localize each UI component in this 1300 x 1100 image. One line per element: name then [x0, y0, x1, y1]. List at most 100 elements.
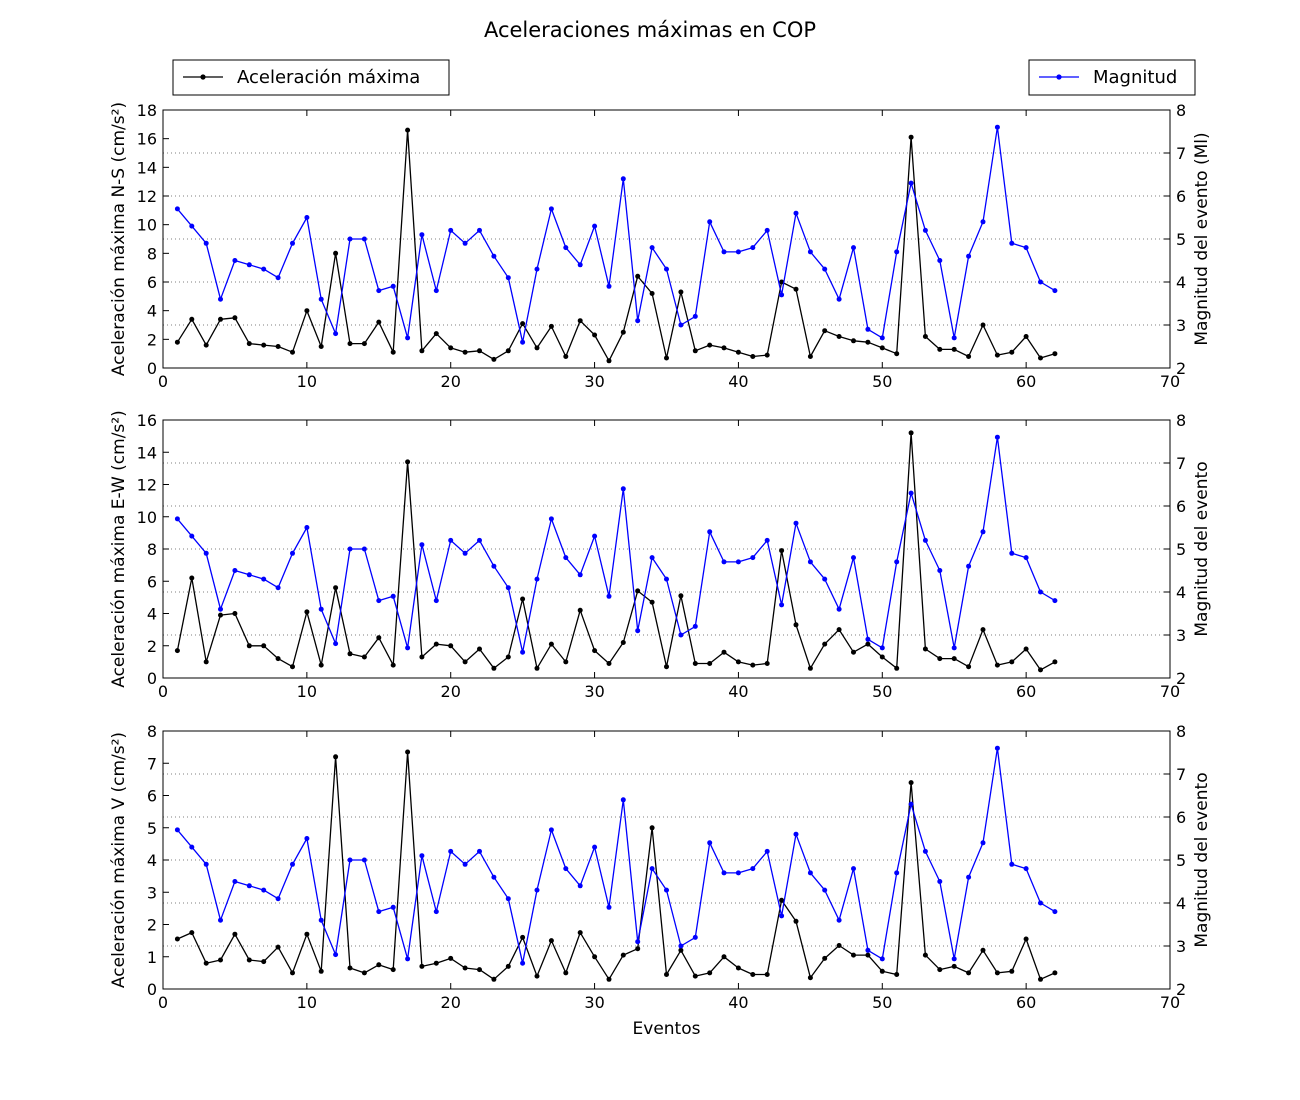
legend-left: Aceleración máxima — [172, 59, 450, 96]
point-magnitud-ns-41 — [750, 245, 756, 251]
y-tick-label-ns-2: 4 — [147, 302, 157, 321]
point-magnitud-ew-41 — [750, 555, 756, 561]
point-aceleracion-ns-7 — [261, 342, 267, 348]
point-aceleracion-ns-60 — [1023, 334, 1029, 339]
point-aceleracion-ew-30 — [592, 648, 598, 654]
point-aceleracion-ns-24 — [505, 348, 511, 354]
x-tick-label-ns-5: 50 — [872, 372, 892, 391]
point-aceleracion-v-59 — [1009, 968, 1015, 974]
point-aceleracion-ew-58 — [994, 662, 1000, 668]
point-magnitud-v-3 — [203, 861, 209, 867]
point-magnitud-ew-50 — [879, 645, 885, 651]
point-aceleracion-ew-22 — [477, 646, 482, 652]
point-aceleracion-ew-40 — [735, 659, 741, 665]
point-magnitud-ns-49 — [865, 326, 871, 332]
point-magnitud-ew-31 — [606, 593, 612, 599]
point-aceleracion-ns-57 — [980, 322, 986, 328]
point-magnitud-ns-36 — [678, 322, 684, 328]
point-magnitud-v-11 — [318, 917, 324, 923]
point-aceleracion-v-16 — [390, 967, 396, 973]
y2-tick-label-ns-0: 2 — [1176, 359, 1186, 378]
x-tick-label-v-2: 20 — [441, 993, 461, 1012]
point-magnitud-ns-28 — [563, 245, 569, 251]
point-magnitud-v-19 — [433, 909, 439, 915]
point-aceleracion-v-24 — [505, 963, 511, 969]
point-aceleracion-ns-11 — [318, 344, 324, 349]
point-magnitud-ew-46 — [822, 576, 828, 582]
point-aceleracion-v-7 — [261, 959, 267, 965]
y-tick-label-v-5: 5 — [147, 819, 157, 838]
point-aceleracion-ew-62 — [1052, 659, 1058, 665]
point-aceleracion-ns-5 — [232, 315, 238, 321]
x-tick-label-ns-1: 10 — [297, 372, 317, 391]
point-magnitud-ew-37 — [692, 623, 698, 629]
point-aceleracion-ns-28 — [563, 354, 569, 359]
point-aceleracion-v-31 — [606, 976, 612, 982]
point-magnitud-ew-44 — [793, 520, 799, 526]
point-magnitud-ew-3 — [203, 550, 209, 556]
x-tick-label-v-4: 40 — [728, 993, 748, 1012]
panel-ns: 0 2 4 6 8 10 12 14 16 18 2 3 4 5 6 7 8 0 10 20 30 40 50 60 70 Ace… — [109, 101, 1212, 391]
point-magnitud-ns-13 — [347, 236, 353, 242]
point-aceleracion-v-32 — [620, 952, 626, 958]
point-aceleracion-v-58 — [994, 970, 1000, 976]
point-aceleracion-ew-15 — [376, 635, 382, 641]
point-magnitud-ns-1 — [174, 206, 180, 212]
point-magnitud-v-29 — [577, 883, 583, 889]
y-tick-label-ns-5: 10 — [137, 216, 157, 235]
point-magnitud-ns-35 — [664, 266, 669, 272]
point-magnitud-v-20 — [448, 848, 454, 854]
point-aceleracion-v-36 — [678, 947, 684, 953]
legend-right: Magnitud — [1028, 59, 1196, 96]
point-aceleracion-ns-6 — [246, 341, 252, 347]
point-aceleracion-ew-42 — [764, 661, 770, 666]
point-aceleracion-v-12 — [333, 754, 339, 760]
point-magnitud-v-28 — [563, 866, 569, 872]
x-tick-label-v-7: 70 — [1160, 993, 1180, 1012]
point-aceleracion-ns-62 — [1052, 351, 1058, 357]
point-magnitud-ns-62 — [1052, 288, 1058, 294]
point-magnitud-ew-60 — [1023, 555, 1029, 561]
point-aceleracion-ew-23 — [491, 665, 497, 671]
point-aceleracion-ew-34 — [649, 599, 655, 605]
point-aceleracion-ew-28 — [563, 659, 569, 665]
point-magnitud-ns-2 — [189, 223, 195, 229]
point-magnitud-ns-31 — [606, 283, 612, 289]
point-magnitud-v-40 — [735, 870, 741, 876]
point-magnitud-v-30 — [592, 844, 598, 850]
point-aceleracion-v-53 — [922, 952, 928, 958]
point-magnitud-ew-18 — [419, 542, 425, 548]
point-magnitud-v-50 — [879, 956, 885, 962]
point-aceleracion-ns-32 — [620, 329, 626, 335]
point-aceleracion-v-43 — [779, 897, 785, 903]
point-aceleracion-v-17 — [405, 749, 411, 755]
legend-right-marker — [1056, 74, 1062, 80]
y2-tick-label-ew-3: 5 — [1176, 540, 1186, 559]
point-aceleracion-ns-37 — [692, 348, 698, 354]
point-magnitud-ns-43 — [779, 292, 785, 298]
point-magnitud-v-16 — [390, 904, 396, 910]
point-aceleracion-v-27 — [548, 938, 554, 944]
point-magnitud-v-5 — [232, 879, 238, 884]
point-aceleracion-ns-14 — [361, 341, 367, 347]
point-magnitud-ns-48 — [851, 245, 856, 251]
point-magnitud-ns-17 — [405, 335, 411, 341]
point-magnitud-ew-49 — [865, 636, 871, 642]
point-magnitud-v-53 — [922, 848, 928, 854]
point-magnitud-ns-7 — [261, 266, 267, 272]
point-aceleracion-ns-15 — [376, 319, 382, 325]
point-aceleracion-ew-29 — [577, 607, 583, 613]
point-aceleracion-ns-35 — [664, 355, 669, 361]
point-aceleracion-ew-33 — [635, 588, 641, 594]
x-tick-label-ew-4: 40 — [728, 682, 748, 701]
point-aceleracion-ns-47 — [836, 334, 842, 339]
point-aceleracion-v-3 — [203, 960, 209, 966]
point-magnitud-v-26 — [534, 887, 540, 893]
point-magnitud-ew-29 — [577, 572, 583, 578]
point-magnitud-ns-37 — [692, 313, 698, 319]
point-aceleracion-ew-35 — [664, 664, 669, 670]
point-aceleracion-ew-60 — [1023, 646, 1029, 652]
point-magnitud-v-45 — [807, 870, 813, 876]
x-tick-label-ew-1: 10 — [297, 682, 317, 701]
point-magnitud-ew-51 — [894, 559, 900, 565]
